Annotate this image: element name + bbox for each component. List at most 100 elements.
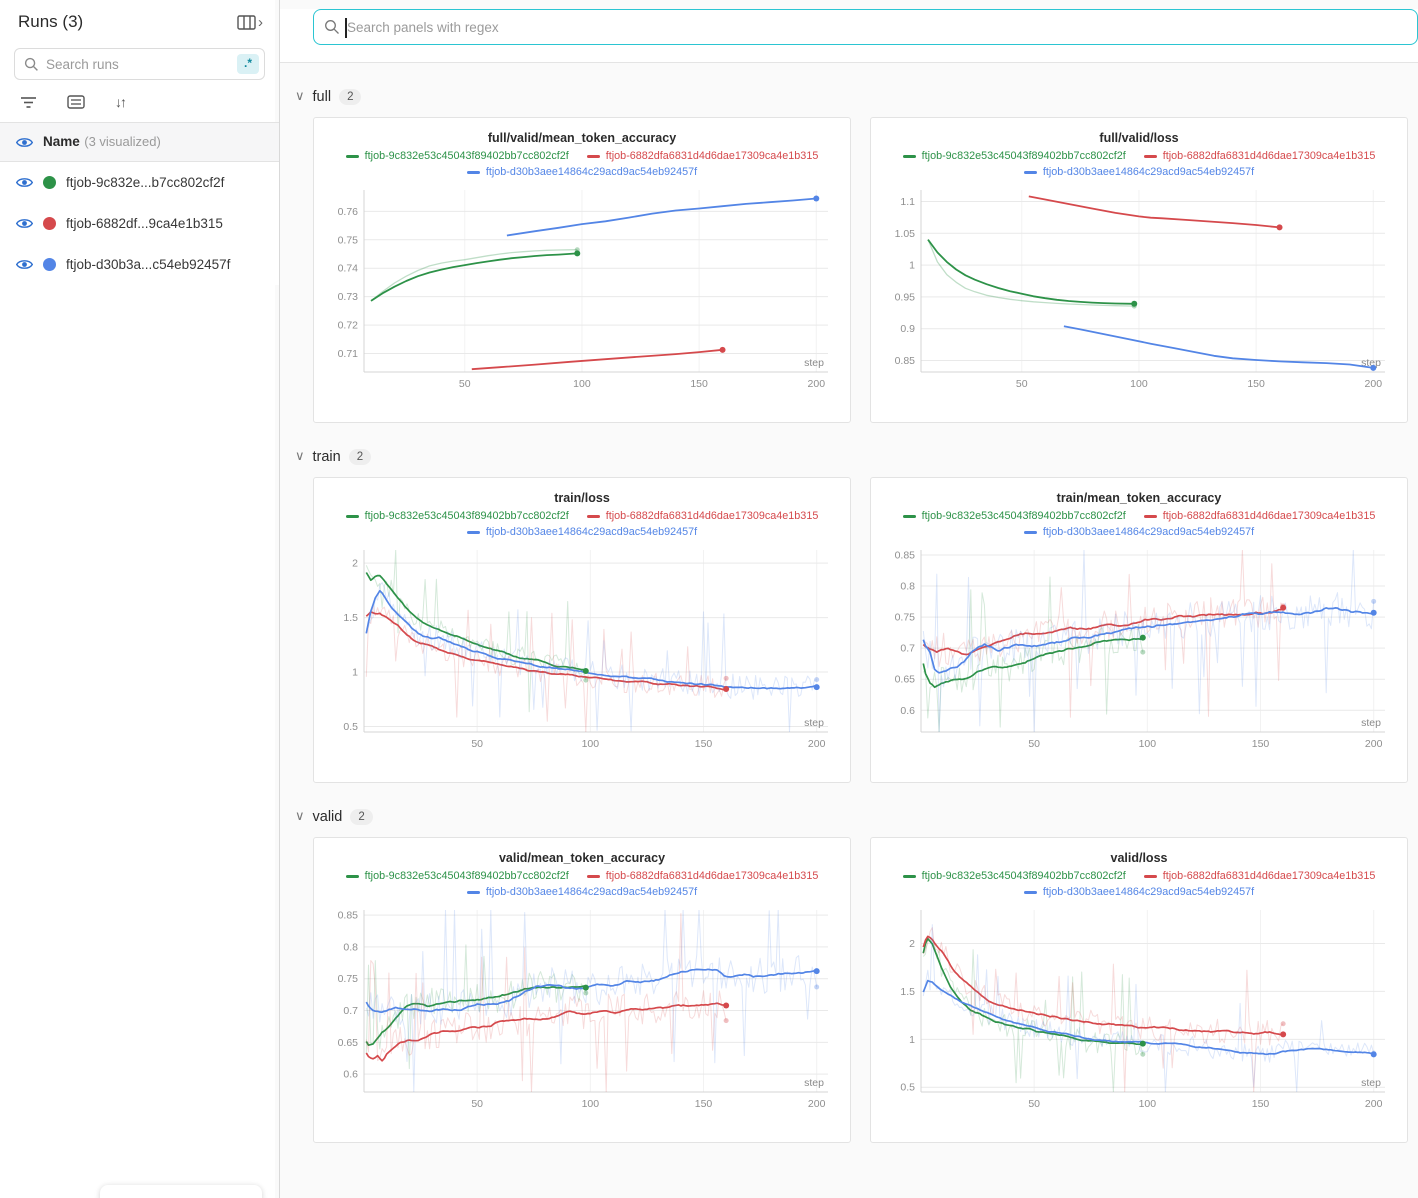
runs-toolbar: ↓↑ bbox=[0, 80, 279, 122]
legend-run-id: ftjob-9c832e53c45043f89402bb7cc802cf2f bbox=[921, 150, 1126, 162]
legend-entry[interactable]: ftjob-9c832e53c45043f89402bb7cc802cf2f bbox=[345, 869, 569, 884]
legend-line-swatch bbox=[1143, 155, 1157, 158]
name-column-header: Name bbox=[43, 134, 80, 149]
legend-run-id: ftjob-d30b3aee14864c29acd9ac54eb92457f bbox=[1042, 166, 1255, 178]
run-color-dot bbox=[43, 217, 56, 230]
legend-entry[interactable]: ftjob-9c832e53c45043f89402bb7cc802cf2f bbox=[902, 509, 1126, 524]
chart-plot[interactable]: 0.5 1 1.5 2 50 100 150 200 step bbox=[883, 904, 1395, 1120]
legend-entry[interactable]: ftjob-6882dfa6831d4d6dae17309ca4e1b315 bbox=[1143, 509, 1375, 524]
section-label: full bbox=[312, 89, 332, 105]
chart-panel[interactable]: valid/loss ftjob-9c832e53c45043f89402bb7c… bbox=[870, 837, 1408, 1143]
panel-search-box[interactable] bbox=[313, 9, 1418, 45]
list-view-icon[interactable] bbox=[67, 95, 85, 109]
runs-table-header[interactable]: Name (3 visualized) bbox=[0, 122, 279, 162]
regex-toggle-button[interactable]: .* bbox=[236, 54, 259, 74]
legend-line-swatch bbox=[1023, 891, 1037, 894]
filter-icon[interactable] bbox=[20, 96, 37, 109]
legend-entry[interactable]: ftjob-9c832e53c45043f89402bb7cc802cf2f bbox=[345, 509, 569, 524]
svg-text:150: 150 bbox=[1252, 738, 1270, 750]
chevron-down-icon[interactable]: ∨ bbox=[295, 88, 305, 103]
chevron-down-icon[interactable]: ∨ bbox=[295, 448, 305, 463]
chart-plot[interactable]: 0.5 1 1.5 2 50 100 150 200 step bbox=[326, 544, 838, 760]
chart-title: train/loss bbox=[554, 491, 610, 505]
legend-line-swatch bbox=[1023, 171, 1037, 174]
svg-text:50: 50 bbox=[1028, 1098, 1040, 1110]
section-count-badge: 2 bbox=[350, 809, 373, 825]
legend-entry[interactable]: ftjob-6882dfa6831d4d6dae17309ca4e1b315 bbox=[1143, 149, 1375, 164]
chart-panel[interactable]: train/mean_token_accuracy ftjob-9c832e53c… bbox=[870, 477, 1408, 783]
collapse-sidebar-chevron-icon[interactable]: › bbox=[258, 13, 263, 31]
svg-text:150: 150 bbox=[690, 378, 708, 390]
svg-text:0.85: 0.85 bbox=[338, 910, 359, 922]
legend-entry[interactable]: ftjob-6882dfa6831d4d6dae17309ca4e1b315 bbox=[586, 509, 819, 524]
table-icon[interactable] bbox=[237, 14, 256, 30]
runs-search-input[interactable] bbox=[46, 56, 237, 72]
legend-entry[interactable]: ftjob-6882dfa6831d4d6dae17309ca4e1b315 bbox=[586, 869, 818, 884]
section-header[interactable]: ∨ valid 2 bbox=[280, 808, 1418, 825]
panel-search-input[interactable] bbox=[347, 19, 1407, 35]
legend-run-id: ftjob-6882dfa6831d4d6dae17309ca4e1b315 bbox=[605, 150, 819, 162]
legend-entry[interactable]: ftjob-d30b3aee14864c29acd9ac54eb92457f bbox=[1023, 525, 1254, 540]
svg-text:1.5: 1.5 bbox=[900, 986, 915, 998]
legend-run-id: ftjob-d30b3aee14864c29acd9ac54eb92457f bbox=[1042, 886, 1255, 898]
legend-line-swatch bbox=[902, 155, 916, 158]
legend-entry[interactable]: ftjob-6882dfa6831d4d6dae17309ca4e1b315 bbox=[586, 149, 819, 164]
legend-entry[interactable]: ftjob-9c832e53c45043f89402bb7cc802cf2f bbox=[902, 869, 1126, 884]
run-row[interactable]: ftjob-d30b3a...c54eb92457f bbox=[0, 244, 279, 285]
legend-line-swatch bbox=[586, 515, 600, 518]
legend-entry[interactable]: ftjob-9c832e53c45043f89402bb7cc802cf2f bbox=[345, 149, 569, 164]
legend-entry[interactable]: ftjob-9c832e53c45043f89402bb7cc802cf2f bbox=[902, 149, 1126, 164]
text-cursor bbox=[345, 18, 347, 38]
chart-legend: ftjob-9c832e53c45043f89402bb7cc802cf2f ft… bbox=[314, 149, 850, 180]
svg-text:0.72: 0.72 bbox=[338, 320, 359, 332]
run-color-dot bbox=[43, 258, 56, 271]
chart-title: valid/loss bbox=[1110, 851, 1168, 865]
visibility-toggle-eye-icon[interactable] bbox=[16, 176, 33, 189]
legend-entry[interactable]: ftjob-d30b3aee14864c29acd9ac54eb92457f bbox=[466, 525, 698, 540]
visibility-toggle-eye-icon[interactable] bbox=[16, 217, 33, 230]
chart-title: full/valid/mean_token_accuracy bbox=[487, 131, 677, 145]
svg-text:200: 200 bbox=[808, 738, 826, 750]
sort-icon[interactable]: ↓↑ bbox=[115, 94, 127, 110]
chart-panel[interactable]: train/loss ftjob-9c832e53c45043f89402bb7c… bbox=[313, 477, 851, 783]
legend-entry[interactable]: ftjob-d30b3aee14864c29acd9ac54eb92457f bbox=[466, 165, 697, 180]
svg-text:0.65: 0.65 bbox=[895, 674, 916, 686]
visibility-toggle-eye-icon[interactable] bbox=[16, 258, 33, 271]
svg-text:50: 50 bbox=[471, 738, 483, 750]
legend-line-swatch bbox=[1023, 531, 1037, 534]
chart-panel[interactable]: full/valid/loss ftjob-9c832e53c45043f8940… bbox=[870, 117, 1408, 423]
chart-plot[interactable]: 0.6 0.65 0.7 0.75 0.8 0.85 50 100 150 200 step bbox=[883, 544, 1395, 760]
svg-text:0.71: 0.71 bbox=[338, 348, 359, 360]
visibility-all-eye-icon[interactable] bbox=[16, 136, 33, 149]
chart-legend: ftjob-9c832e53c45043f89402bb7cc802cf2f ft… bbox=[871, 149, 1407, 180]
legend-entry[interactable]: ftjob-6882dfa6831d4d6dae17309ca4e1b315 bbox=[1143, 869, 1375, 884]
section-label: valid bbox=[312, 809, 343, 825]
svg-text:1: 1 bbox=[909, 260, 915, 272]
runs-search-box[interactable]: .* bbox=[14, 48, 265, 80]
legend-run-id: ftjob-6882dfa6831d4d6dae17309ca4e1b315 bbox=[605, 510, 819, 522]
panels-row: train/loss ftjob-9c832e53c45043f89402bb7c… bbox=[280, 477, 1418, 783]
chart-panel[interactable]: valid/mean_token_accuracy ftjob-9c832e53c… bbox=[313, 837, 851, 1143]
legend-line-swatch bbox=[586, 875, 600, 878]
chart-plot[interactable]: 0.6 0.65 0.7 0.75 0.8 0.85 50 100 150 200 step bbox=[326, 904, 838, 1120]
run-row[interactable]: ftjob-9c832e...b7cc802cf2f bbox=[0, 162, 279, 203]
legend-entry[interactable]: ftjob-d30b3aee14864c29acd9ac54eb92457f bbox=[466, 885, 697, 900]
section-label: train bbox=[312, 449, 341, 465]
legend-entry[interactable]: ftjob-d30b3aee14864c29acd9ac54eb92457f bbox=[1023, 885, 1255, 900]
svg-text:100: 100 bbox=[582, 1098, 600, 1110]
panels-topbar bbox=[280, 9, 1418, 63]
run-row[interactable]: ftjob-6882df...9ca4e1b315 bbox=[0, 203, 279, 244]
legend-entry[interactable]: ftjob-d30b3aee14864c29acd9ac54eb92457f bbox=[1023, 165, 1255, 180]
legend-line-swatch bbox=[586, 155, 600, 158]
section-header[interactable]: ∨ full 2 bbox=[280, 88, 1418, 105]
svg-text:150: 150 bbox=[1252, 1098, 1270, 1110]
svg-text:0.76: 0.76 bbox=[338, 206, 359, 218]
chart-plot[interactable]: 0.71 0.72 0.73 0.74 0.75 0.76 50 100 150 200 step bbox=[326, 184, 838, 400]
chart-panel[interactable]: full/valid/mean_token_accuracy ftjob-9c83… bbox=[313, 117, 851, 423]
section-header[interactable]: ∨ train 2 bbox=[280, 448, 1418, 465]
legend-run-id: ftjob-d30b3aee14864c29acd9ac54eb92457f bbox=[485, 526, 698, 538]
svg-text:100: 100 bbox=[573, 378, 591, 390]
chevron-down-icon[interactable]: ∨ bbox=[295, 808, 305, 823]
